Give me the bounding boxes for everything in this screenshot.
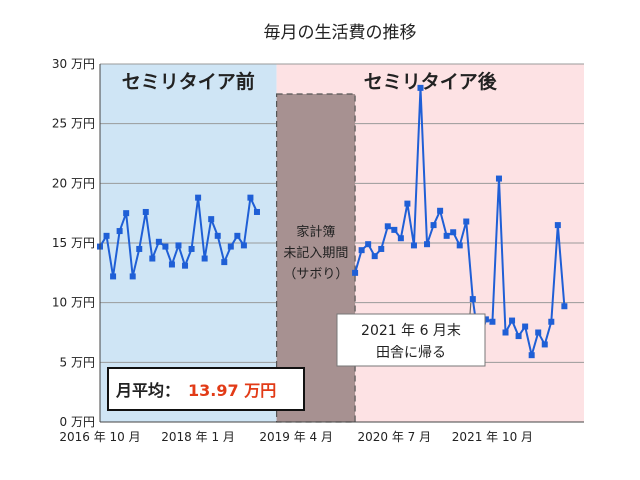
data-point (168, 261, 175, 268)
data-point (371, 253, 378, 260)
data-point (136, 245, 143, 252)
data-point (541, 341, 548, 348)
data-point (424, 241, 431, 248)
data-point (123, 210, 130, 217)
chart-title: 毎月の生活費の推移 (264, 23, 417, 43)
data-point (430, 222, 437, 229)
x-tick-label: 2018 年 1 月 (161, 430, 235, 444)
data-point (443, 232, 450, 239)
region-label-after: セミリタイア後 (364, 70, 498, 93)
data-point (175, 242, 182, 249)
y-tick-label: 30 万円 (52, 57, 95, 71)
data-point (410, 242, 417, 249)
data-point (535, 329, 542, 336)
move-callout-line (469, 303, 472, 315)
data-point (463, 218, 470, 225)
region-label-before: セミリタイア前 (122, 70, 255, 93)
x-tick-label: 2020 年 7 月 (358, 430, 432, 444)
y-tick-label: 25 万円 (52, 117, 95, 131)
data-point (214, 232, 221, 239)
data-point (103, 232, 110, 239)
data-point (129, 273, 136, 280)
data-point (397, 235, 404, 242)
data-point (522, 323, 529, 330)
data-point (352, 269, 359, 276)
data-point (162, 243, 169, 250)
data-point (548, 318, 555, 325)
data-point (404, 200, 411, 207)
data-point (365, 241, 372, 248)
data-point (253, 208, 260, 215)
data-point (201, 255, 208, 262)
data-point (417, 84, 424, 91)
data-point (155, 238, 162, 245)
data-point (358, 247, 365, 254)
gap-label-line: 家計簿 (296, 224, 335, 240)
average-value: 13.97 万円 (188, 381, 276, 400)
data-point (240, 242, 247, 249)
data-point (482, 316, 489, 323)
data-point (502, 329, 509, 336)
data-point (149, 255, 156, 262)
gap-label-line: （サボり） (283, 267, 348, 282)
average-box (107, 367, 305, 411)
move-callout-line-text: 田舎に帰る (376, 344, 446, 361)
data-point (195, 194, 202, 201)
data-point (469, 296, 476, 303)
data-point (561, 303, 568, 310)
axes: 0 万円 5 万円 10 万円 15 万円 20 万円 25 万円 30 万円 2016 年 … (52, 57, 584, 444)
data-point (384, 223, 391, 230)
data-point (247, 194, 254, 201)
y-tick-label: 20 万円 (52, 176, 95, 190)
data-point (234, 232, 241, 239)
x-tick-label: 2019 年 4 月 (259, 430, 333, 444)
data-point (489, 318, 496, 325)
data-point (188, 245, 195, 252)
data-point (495, 175, 502, 182)
data-point (509, 317, 516, 324)
y-tick-label: 5 万円 (60, 355, 95, 369)
data-point (221, 259, 228, 266)
data-point (208, 216, 215, 223)
data-point (142, 208, 149, 215)
y-tick-label: 10 万円 (52, 296, 95, 310)
data-point (456, 242, 463, 249)
data-point (391, 226, 398, 233)
move-callout-line-text: 2021 年 6 月末 (361, 323, 461, 339)
data-point (515, 333, 522, 340)
average-prefix: 月平均： (115, 381, 180, 400)
data-points (97, 84, 568, 359)
data-point (450, 229, 457, 236)
data-point (110, 273, 117, 280)
region-labels: セミリタイア前 セミリタイア後 (122, 70, 498, 93)
data-point (227, 243, 234, 250)
data-point (554, 222, 561, 229)
gap-label-line: 未記入期間 (283, 245, 348, 261)
y-tick-label: 0 万円 (60, 415, 95, 429)
data-point (378, 245, 385, 252)
average-text: 月平均： 13.97 万円 (115, 381, 276, 400)
x-tick-label: 2016 年 10 月 (59, 430, 140, 444)
data-point (437, 207, 444, 214)
data-point (528, 352, 535, 359)
data-point (182, 262, 189, 269)
data-point (116, 228, 123, 235)
y-tick-label: 15 万円 (52, 236, 95, 250)
x-tick-label: 2021 年 10 月 (452, 430, 533, 444)
move-callout-box (336, 313, 486, 367)
